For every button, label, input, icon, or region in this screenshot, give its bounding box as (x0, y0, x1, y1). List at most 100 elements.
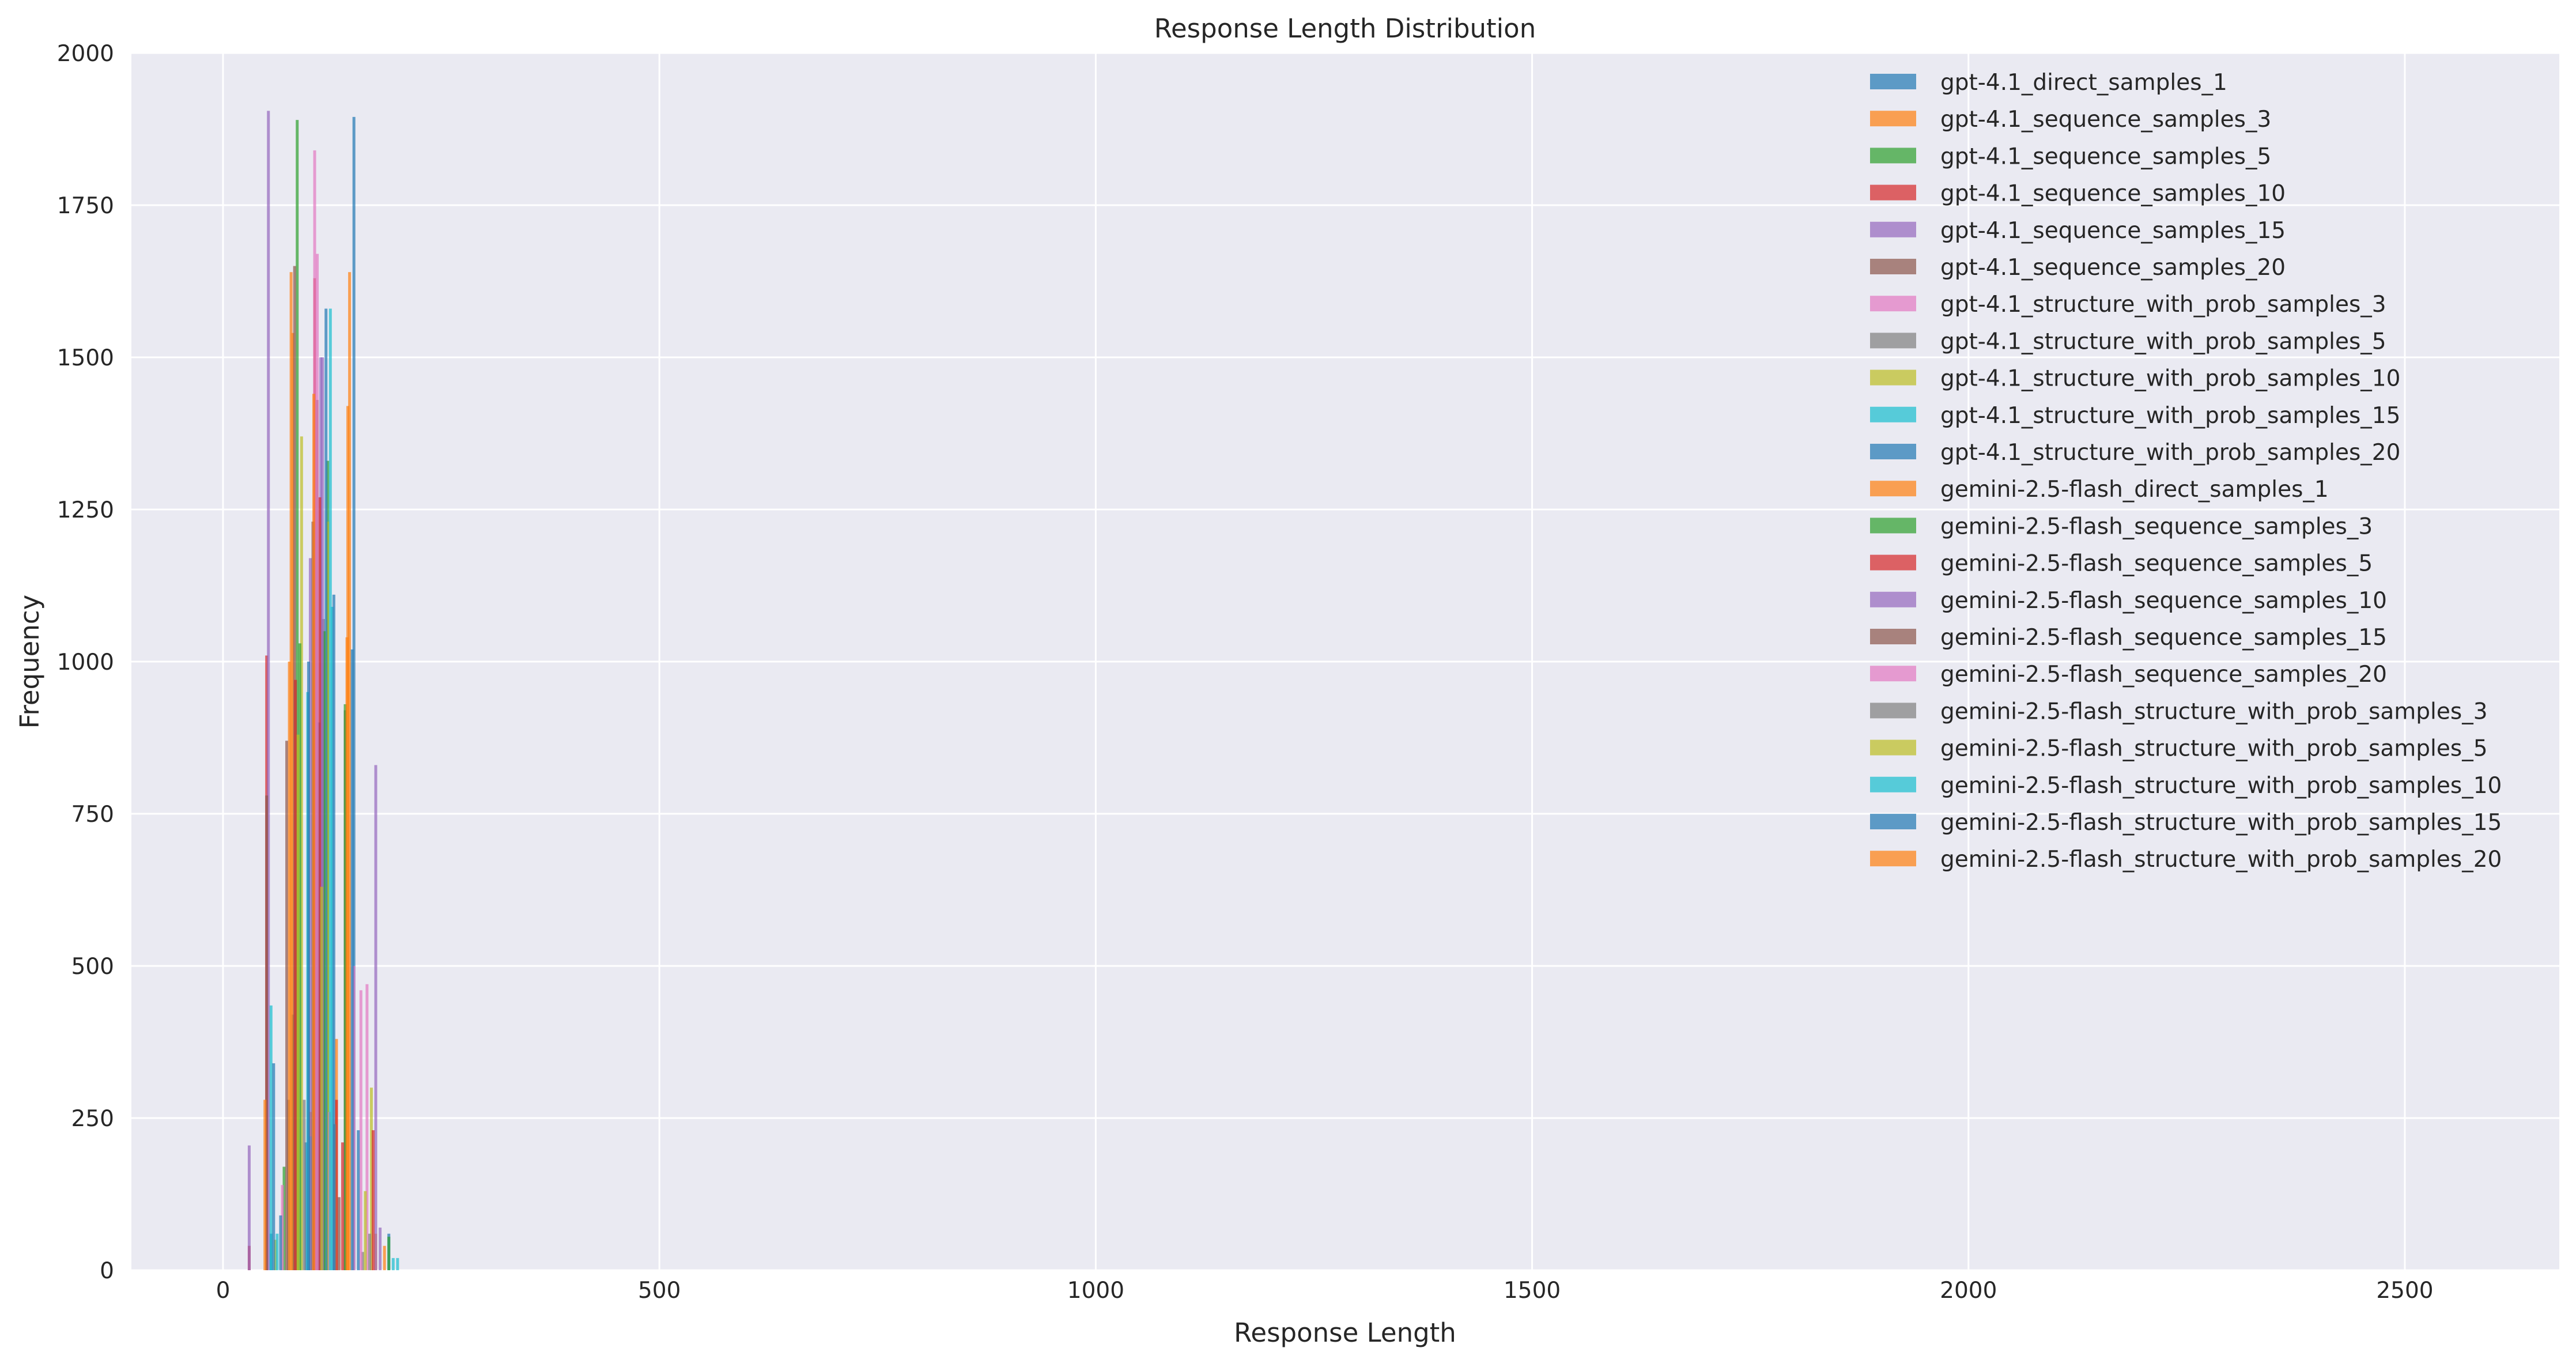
histogram-bar (307, 662, 310, 1270)
legend-swatch (1870, 111, 1916, 127)
histogram-bar (345, 637, 349, 1270)
histogram-bar (341, 1142, 344, 1270)
legend-entry: gemini-2.5-flash_structure_with_prob_sam… (1940, 847, 2502, 873)
y-tick-label: 1000 (57, 650, 114, 675)
histogram-bar (352, 966, 356, 1270)
histogram-bar (318, 497, 322, 1270)
histogram-bar (374, 765, 377, 1270)
legend-swatch (1870, 444, 1916, 459)
histogram-bar (316, 254, 319, 1271)
x-axis-label: Response Length (1234, 1317, 1456, 1348)
histogram-bar (361, 1252, 364, 1270)
legend-entry: gemini-2.5-flash_structure_with_prob_sam… (1940, 810, 2502, 836)
histogram-bar (348, 272, 352, 1270)
histogram-bar (308, 558, 312, 1270)
legend-swatch (1870, 221, 1916, 237)
histogram-bar (368, 1233, 371, 1270)
legend-swatch (1870, 554, 1916, 571)
legend-entry: gpt-4.1_sequence_samples_15 (1940, 218, 2286, 244)
histogram-bar (291, 333, 294, 1270)
axis-ticks: 0 500 1000 1500 2000 2500 0 250 500 750 1000 1250 15… (57, 41, 2434, 1304)
legend-entry: gpt-4.1_structure_with_prob_samples_15 (1940, 403, 2400, 429)
histogram-bar (365, 984, 369, 1270)
histogram-bar (337, 1197, 341, 1270)
legend-swatch (1870, 666, 1916, 682)
y-tick-label: 2000 (57, 41, 114, 67)
legend-entry: gpt-4.1_sequence_samples_5 (1940, 144, 2271, 169)
legend-swatch (1870, 259, 1916, 274)
histogram-bar (294, 679, 297, 1270)
legend: gpt-4.1_direct_samples_1 gpt-4.1_sequence… (1870, 70, 2502, 873)
y-axis-label: Frequency (14, 595, 45, 728)
histogram-bar (383, 1245, 386, 1270)
legend-swatch (1870, 814, 1916, 829)
histogram-bars (247, 111, 399, 1271)
histogram-bar (323, 631, 326, 1270)
legend-entry: gpt-4.1_structure_with_prob_samples_3 (1940, 292, 2386, 318)
histogram-bar (298, 643, 301, 1270)
legend-swatch (1870, 184, 1916, 201)
histogram-bar (281, 1185, 284, 1270)
histogram-bar (289, 272, 293, 1270)
histogram-bar (359, 990, 362, 1270)
histogram-bar (272, 1063, 275, 1270)
histogram-bar (396, 1258, 399, 1270)
legend-swatch (1870, 406, 1916, 422)
y-tick-label: 1250 (57, 497, 114, 523)
histogram-bar (330, 606, 334, 1270)
legend-swatch (1870, 296, 1916, 312)
chart-title: Response Length Distribution (1154, 13, 1536, 44)
legend-swatch (1870, 333, 1916, 349)
legend-entry: gpt-4.1_sequence_samples_20 (1940, 255, 2286, 281)
histogram-bar (312, 394, 316, 1270)
histogram-bar (369, 1088, 373, 1270)
histogram-bar (296, 120, 299, 1270)
histogram-bar (350, 649, 354, 1270)
histogram-bar (269, 1005, 273, 1270)
histogram-bar (357, 1130, 360, 1270)
histogram-bar (364, 1191, 367, 1270)
legend-entry: gemini-2.5-flash_sequence_samples_20 (1940, 662, 2387, 688)
legend-swatch (1870, 739, 1916, 756)
y-tick-label: 1750 (57, 193, 114, 219)
x-tick-label: 1000 (1067, 1278, 1124, 1304)
legend-entry: gpt-4.1_direct_samples_1 (1940, 70, 2227, 96)
histogram-bar (387, 1236, 391, 1270)
histogram-bar (352, 116, 356, 1270)
legend-entry: gemini-2.5-flash_direct_samples_1 (1940, 477, 2329, 503)
legend-swatch (1870, 591, 1916, 607)
histogram-bar (279, 1215, 282, 1270)
legend-swatch (1870, 369, 1916, 386)
legend-swatch (1870, 148, 1916, 164)
histogram-bar (300, 436, 303, 1270)
histogram-bar (332, 594, 335, 1270)
x-tick-label: 500 (638, 1278, 681, 1304)
histogram-bar (282, 1166, 286, 1270)
legend-swatch (1870, 481, 1916, 497)
histogram-bar (274, 1240, 277, 1270)
x-tick-label: 1500 (1504, 1278, 1561, 1304)
legend-swatch (1870, 74, 1916, 89)
legend-entry: gpt-4.1_structure_with_prob_samples_20 (1940, 440, 2400, 466)
histogram-bar (320, 886, 323, 1270)
histogram-bar (379, 1228, 382, 1270)
histogram-bar (275, 1233, 279, 1270)
legend-entry: gemini-2.5-flash_structure_with_prob_sam… (1940, 736, 2488, 762)
y-tick-label: 500 (71, 954, 114, 980)
legend-swatch (1870, 518, 1916, 534)
y-tick-label: 0 (100, 1258, 114, 1284)
legend-swatch (1870, 851, 1916, 867)
histogram-bar (371, 1130, 375, 1270)
legend-entry: gemini-2.5-flash_sequence_samples_3 (1940, 514, 2373, 539)
histogram-bar (328, 308, 332, 1270)
histogram-bar (335, 1100, 338, 1270)
x-tick-label: 0 (216, 1278, 231, 1304)
legend-entry: gemini-2.5-flash_sequence_samples_10 (1940, 588, 2387, 614)
histogram-bar (285, 741, 289, 1270)
x-tick-label: 2500 (2376, 1278, 2433, 1304)
histogram-bar (304, 1142, 308, 1270)
histogram-bar (296, 734, 300, 1270)
histogram-bar (343, 704, 347, 1270)
legend-entry: gpt-4.1_sequence_samples_3 (1940, 107, 2271, 133)
